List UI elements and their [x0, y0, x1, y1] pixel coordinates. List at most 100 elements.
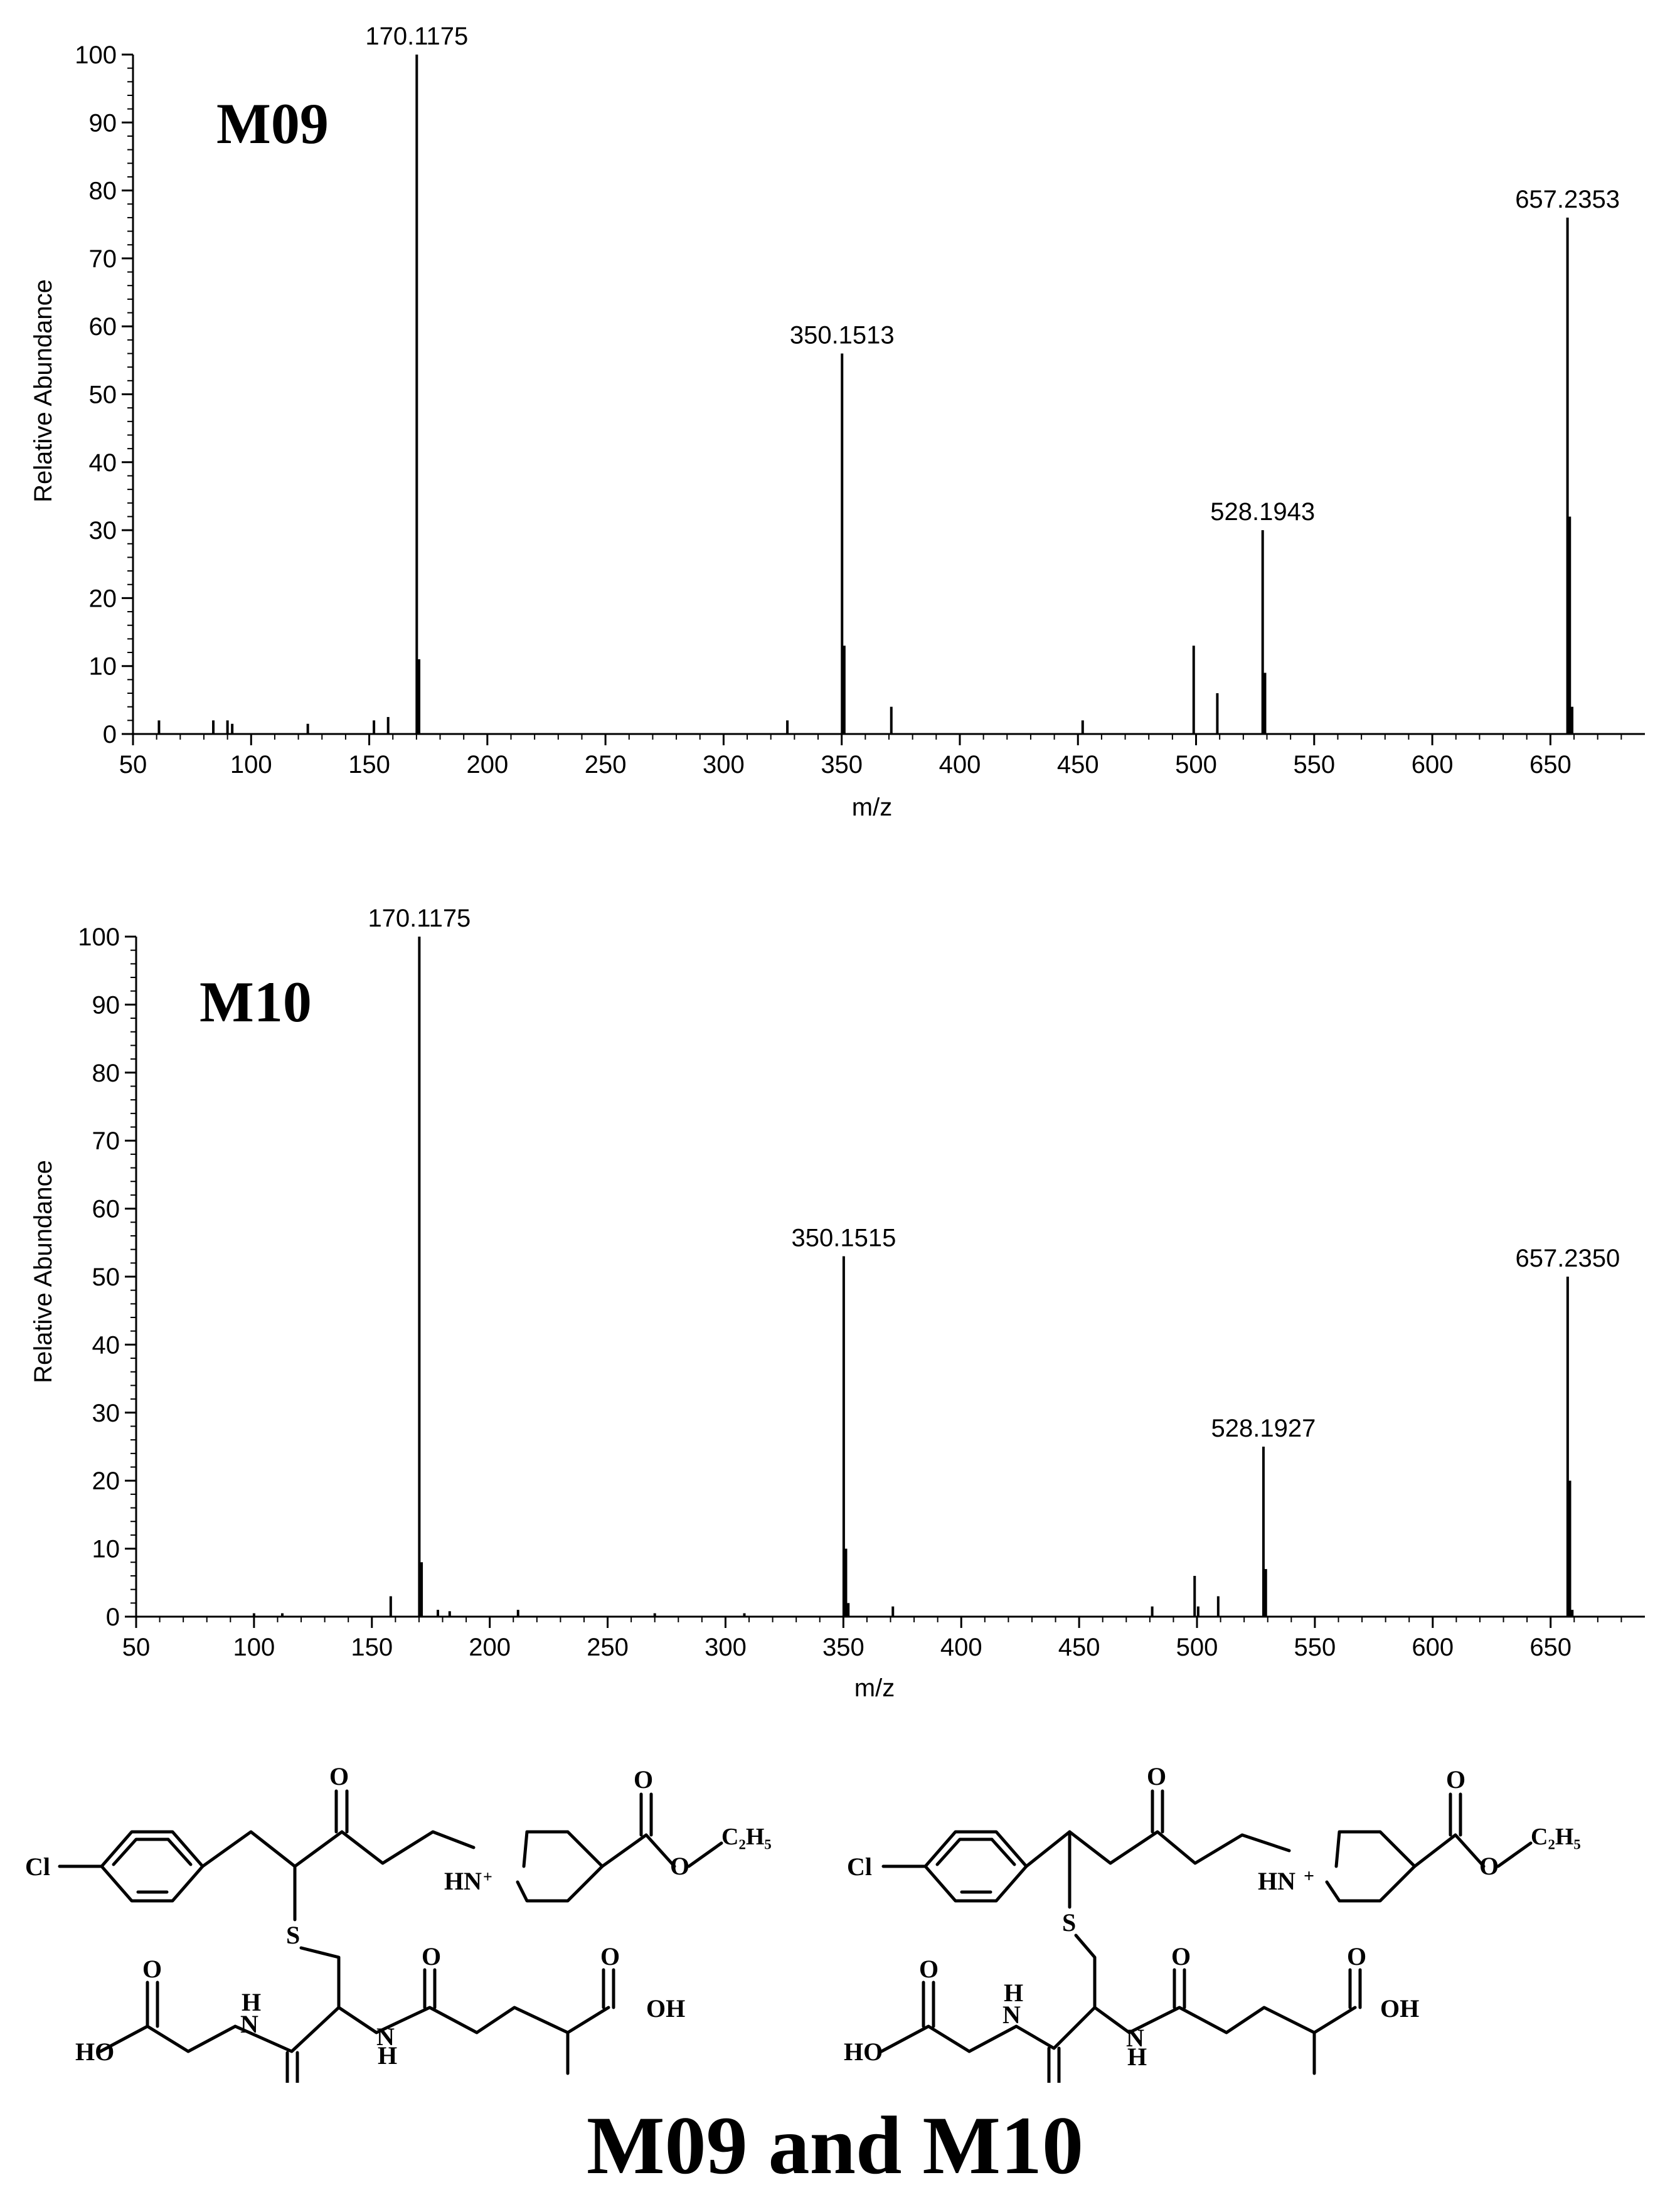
- x-tick-label: 500: [1176, 1634, 1218, 1661]
- structure-m09-labels: Cl O S HN + O O C₂H₅ O HO H N O N H O O …: [25, 1762, 772, 2083]
- y-tick-label: 60: [92, 1196, 120, 1223]
- ticks: 0 10 20 30 40 50 60 70 80 90 100 50 100 150 200 250 300 3…: [78, 923, 1622, 1661]
- x-tick-label: 400: [940, 1634, 982, 1661]
- aromatic-bond: [935, 1837, 994, 1866]
- y-axis-label: Relative Abundance: [29, 1160, 57, 1383]
- atom-hn: HN: [444, 1867, 482, 1895]
- y-axis-label: Relative Abundance: [29, 279, 57, 502]
- y-tick-label: 0: [103, 721, 117, 748]
- atom-o: O: [1446, 1765, 1465, 1794]
- y-tick-label: 90: [92, 991, 120, 1019]
- atom-hn: HN: [1258, 1867, 1295, 1895]
- x-tick-label: 50: [119, 751, 147, 779]
- atom-o: O: [1347, 1942, 1366, 1970]
- peak-label: 528.1927: [1211, 1415, 1316, 1442]
- chemical-structures: Cl O S HN + O O C₂H₅ O HO H N O N H O O …: [25, 1762, 1581, 2083]
- x-tick-label: 250: [585, 751, 627, 779]
- structure-m10: [880, 1789, 1533, 2083]
- x-tick-label: 550: [1293, 751, 1335, 779]
- peak-label: 170.1175: [365, 23, 468, 50]
- x-axis-label: m/z: [852, 794, 892, 821]
- y-tick-label: 30: [89, 517, 117, 545]
- spectrum-m10: Relative Abundance m/z M10 0 10 20 30 40 50 60…: [29, 905, 1645, 1702]
- y-tick-label: 50: [89, 381, 117, 409]
- y-tick-label: 30: [92, 1400, 120, 1427]
- atom-o: O: [422, 1942, 441, 1970]
- x-tick-label: 150: [351, 1634, 393, 1661]
- x-tick-label: 250: [587, 1634, 629, 1661]
- atom-o: O: [1147, 1762, 1166, 1790]
- atom-o: O: [600, 1942, 620, 1970]
- atom-cl: Cl: [25, 1853, 50, 1881]
- atom-n: N: [376, 2023, 395, 2051]
- atom-s: S: [286, 1921, 300, 1949]
- atom-nh2: NH₂: [552, 2078, 597, 2083]
- spectrum-m09: Relative Abundance m/z M09 0 10 20 30 40 50 60…: [29, 23, 1645, 821]
- y-tick-label: 40: [89, 449, 117, 477]
- figure-caption: M09 and M10: [587, 2099, 1083, 2191]
- axes: [132, 55, 1645, 735]
- x-tick-label: 450: [1058, 1634, 1100, 1661]
- aromatic-bond: [166, 1837, 193, 1866]
- atom-o: O: [919, 1955, 939, 1983]
- peak-labels: 170.1175 350.1513 528.1943 657.2353: [365, 23, 1620, 526]
- x-tick-label: 600: [1412, 1634, 1454, 1661]
- y-tick-label: 100: [75, 41, 117, 69]
- y-tick-label: 100: [78, 923, 120, 951]
- peak-label: 657.2353: [1515, 186, 1620, 213]
- atom-h: H: [242, 1988, 261, 2016]
- atom-n: N: [1126, 2024, 1144, 2052]
- atom-h: H: [1004, 1979, 1023, 2007]
- x-tick-label: 100: [230, 751, 272, 779]
- x-tick-label: 650: [1529, 751, 1572, 779]
- x-tick-label: 100: [233, 1634, 275, 1661]
- y-tick-label: 80: [92, 1060, 120, 1087]
- y-tick-label: 10: [89, 653, 117, 681]
- atom-h: H: [378, 2041, 397, 2070]
- atom-s: S: [1062, 1908, 1076, 1937]
- x-tick-label: 50: [122, 1634, 151, 1661]
- aromatic-bond: [112, 1837, 170, 1866]
- y-tick-label: 20: [92, 1467, 120, 1495]
- piperidine-ring: [492, 1832, 602, 1901]
- chart-title: M09: [216, 92, 329, 156]
- atom-o: O: [1479, 1852, 1499, 1880]
- peak-label: 350.1513: [790, 322, 895, 349]
- peak-label: 350.1515: [791, 1224, 896, 1252]
- x-tick-label: 550: [1294, 1634, 1336, 1661]
- plus-sign: +: [1304, 1866, 1314, 1886]
- y-tick-label: 40: [92, 1331, 120, 1359]
- x-axis-label: m/z: [854, 1674, 895, 1702]
- y-tick-label: 70: [92, 1127, 120, 1155]
- y-tick-label: 10: [92, 1536, 120, 1563]
- x-tick-label: 200: [469, 1634, 511, 1661]
- atom-o: O: [634, 1765, 653, 1794]
- x-tick-label: 300: [705, 1634, 747, 1661]
- x-tick-label: 400: [939, 751, 981, 779]
- atom-o: O: [1045, 2082, 1064, 2083]
- x-tick-label: 150: [348, 751, 390, 779]
- peak-label: 528.1943: [1210, 498, 1315, 526]
- peaks: [252, 937, 1574, 1617]
- x-tick-label: 650: [1529, 1634, 1572, 1661]
- structure-m09: [58, 1789, 723, 2083]
- ethyl: C₂H₅: [721, 1824, 772, 1850]
- ethyl: C₂H₅: [1531, 1824, 1581, 1850]
- atom-nh2: NH₂: [1299, 2078, 1344, 2083]
- y-tick-label: 60: [89, 313, 117, 341]
- x-tick-label: 500: [1175, 751, 1217, 779]
- peak-label: 657.2350: [1515, 1245, 1620, 1272]
- x-tick-label: 300: [703, 751, 745, 779]
- aromatic-bond: [990, 1837, 1016, 1866]
- atom-oh: OH: [1380, 1994, 1419, 2023]
- chart-title: M10: [199, 970, 312, 1034]
- atom-ho: HO: [75, 2038, 114, 2066]
- y-tick-label: 0: [106, 1603, 120, 1631]
- atom-oh: OH: [646, 1994, 685, 2023]
- x-tick-label: 450: [1057, 751, 1099, 779]
- x-tick-label: 350: [822, 1634, 864, 1661]
- atom-o: O: [281, 2082, 300, 2083]
- atom-o: O: [329, 1762, 349, 1790]
- x-tick-label: 350: [821, 751, 863, 779]
- ticks: 0 10 20 30 40 50 60 70 80 90 100 50 100 150 200 250 300 3…: [75, 41, 1622, 779]
